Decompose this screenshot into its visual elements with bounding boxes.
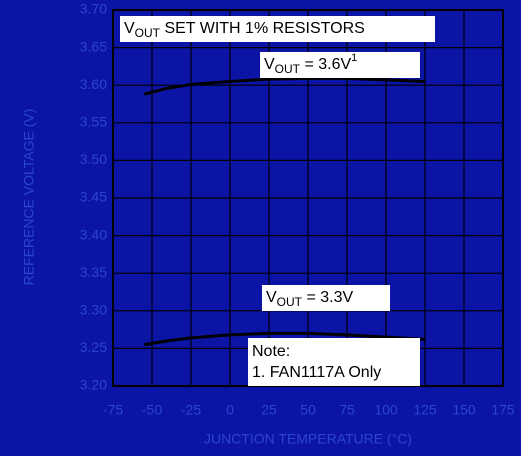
annotation-box	[262, 285, 390, 311]
note-line: 1. FAN1117A Only	[252, 364, 381, 381]
annotation-sub: OUT	[275, 62, 301, 76]
x-tick-label: -25	[181, 402, 201, 418]
annotation-sub: OUT	[135, 26, 161, 40]
annotation-part: V	[266, 289, 277, 306]
annotation: VOUT SET WITH 1% RESISTORS	[124, 20, 365, 40]
y-tick-label: 3.45	[80, 189, 107, 205]
y-tick-label: 3.25	[80, 339, 107, 355]
annotation-box	[120, 16, 435, 42]
y-tick-label: 3.20	[80, 377, 107, 393]
annotation-part: = 3.6V	[300, 56, 351, 73]
x-tick-label: 25	[261, 402, 277, 418]
x-tick-label: 125	[413, 402, 437, 418]
y-tick-label: 3.40	[80, 226, 107, 242]
note-line: Note:	[252, 343, 290, 360]
x-axis-label: JUNCTION TEMPERATURE (°C)	[204, 431, 412, 447]
y-tick-label: 3.70	[80, 1, 107, 17]
y-tick-label: 3.30	[80, 302, 107, 318]
annotation: VOUT = 3.3V	[266, 289, 353, 309]
x-tick-label: 0	[226, 402, 234, 418]
annotation-sub: OUT	[277, 295, 303, 309]
y-tick-label: 3.65	[80, 38, 107, 54]
note-box	[248, 338, 420, 386]
x-tick-label: 150	[452, 402, 476, 418]
x-tick-label: 75	[339, 402, 355, 418]
annotation-part: V	[124, 20, 135, 37]
y-tick-label: 3.60	[80, 76, 107, 92]
y-tick-label: 3.55	[80, 114, 107, 130]
series-line	[143, 76, 426, 96]
x-tick-label: 100	[374, 402, 398, 418]
annotation-box	[260, 52, 420, 78]
y-tick-label: 3.35	[80, 264, 107, 280]
annotation-part: SET WITH 1% RESISTORS	[160, 20, 365, 37]
annotation-sup: 1	[351, 52, 357, 64]
y-tick-label: 3.50	[80, 151, 107, 167]
annotation-part: V	[264, 56, 275, 73]
series-line	[143, 331, 426, 347]
annotation-part: = 3.3V	[302, 289, 353, 306]
x-tick-label: 50	[300, 402, 316, 418]
x-tick-label: 175	[491, 402, 515, 418]
annotation: VOUT = 3.6V1	[264, 52, 357, 76]
x-tick-label: -75	[103, 402, 123, 418]
y-axis-label: REFERENCE VOLTAGE (V)	[21, 109, 37, 286]
x-tick-label: -50	[142, 402, 162, 418]
